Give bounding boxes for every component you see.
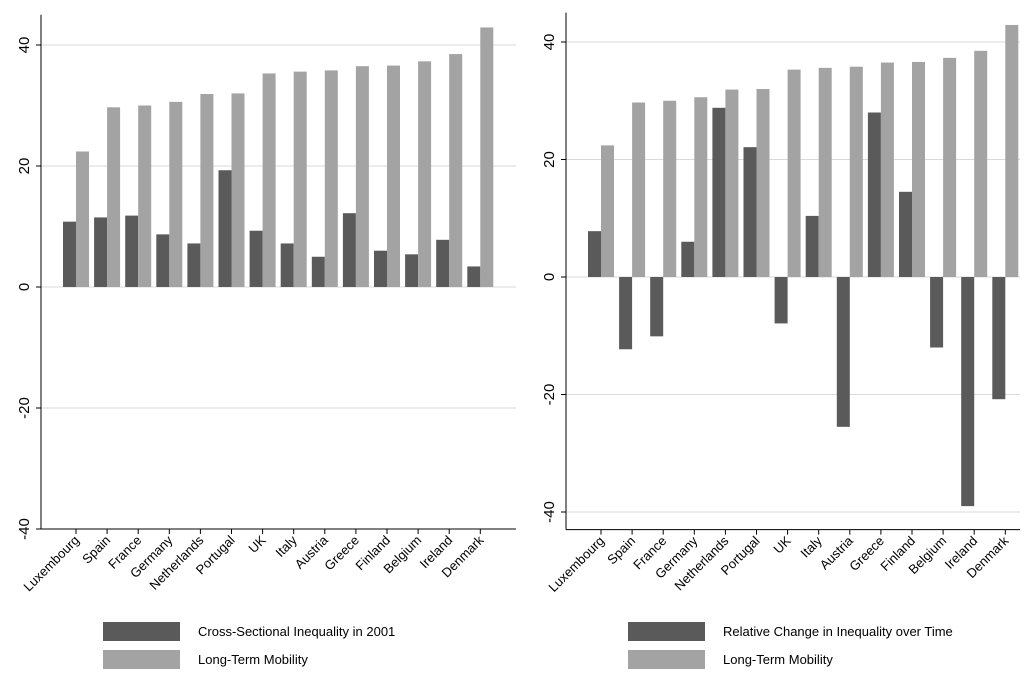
bar [280, 243, 294, 287]
bar [632, 102, 646, 277]
y-tick-label: 0 [541, 273, 558, 281]
bar [694, 97, 708, 277]
bar [94, 217, 108, 287]
bar [974, 50, 988, 277]
bar [880, 62, 894, 277]
bar [943, 57, 957, 277]
bar [262, 73, 276, 287]
x-tick-label: Luxembourg [545, 533, 607, 595]
x-tick-label: UK [770, 533, 794, 557]
bar [899, 191, 912, 277]
bar [231, 93, 245, 288]
y-tick-label: 20 [16, 158, 33, 175]
bar [374, 250, 387, 287]
legend-swatch [103, 622, 180, 641]
bar [836, 277, 850, 427]
bar [663, 100, 677, 277]
legend-label: Relative Change in Inequality over Time [723, 624, 953, 639]
bar [249, 230, 263, 287]
bar [169, 101, 183, 288]
bar [930, 277, 944, 348]
bar [449, 54, 463, 288]
bar [200, 94, 214, 287]
y-tick-label: -20 [16, 397, 33, 419]
legend-swatch [628, 650, 705, 669]
bar [992, 277, 1006, 400]
legend-swatch [103, 650, 180, 669]
bar [187, 243, 201, 287]
bar [293, 71, 307, 288]
legend-label: Long-Term Mobility [198, 652, 308, 667]
y-tick-label: -40 [541, 501, 558, 523]
bar [588, 231, 601, 277]
bar [387, 65, 400, 287]
legend-label: Cross-Sectional Inequality in 2001 [198, 624, 395, 639]
bar [725, 89, 739, 278]
bar [138, 105, 152, 287]
y-tick-label: 20 [541, 151, 558, 168]
bar [961, 277, 975, 507]
bar [324, 70, 338, 287]
x-tick-label: UK [245, 532, 269, 556]
bar [156, 234, 170, 287]
bar [681, 241, 695, 277]
bar [912, 61, 925, 277]
legend-label: Long-Term Mobility [723, 652, 833, 667]
bar [756, 89, 770, 277]
bar [125, 215, 139, 287]
bar [355, 66, 369, 287]
bar [805, 215, 819, 277]
bar [1005, 24, 1019, 278]
bar [601, 145, 614, 277]
bar [418, 61, 432, 288]
bar [867, 112, 881, 277]
x-tick-label: Luxembourg [20, 533, 82, 595]
bar [787, 69, 801, 277]
bar [107, 107, 121, 287]
y-tick-label: 0 [16, 283, 33, 291]
y-tick-label: 40 [16, 37, 33, 54]
bar [405, 254, 419, 287]
bar [63, 221, 76, 287]
bar [743, 147, 757, 277]
y-tick-label: -40 [16, 518, 33, 540]
bar [436, 239, 450, 287]
bar [619, 277, 633, 350]
bar [480, 27, 494, 288]
bar [849, 66, 863, 277]
bar [650, 277, 664, 337]
bar [818, 67, 832, 277]
legend-swatch [628, 622, 705, 641]
bar [712, 107, 726, 277]
bar [218, 170, 232, 287]
bar [774, 277, 788, 324]
bar [467, 266, 481, 287]
y-tick-label: 40 [541, 34, 558, 51]
bar [76, 151, 89, 287]
bar [342, 213, 356, 287]
y-tick-label: -20 [541, 384, 558, 406]
bar [311, 256, 325, 287]
